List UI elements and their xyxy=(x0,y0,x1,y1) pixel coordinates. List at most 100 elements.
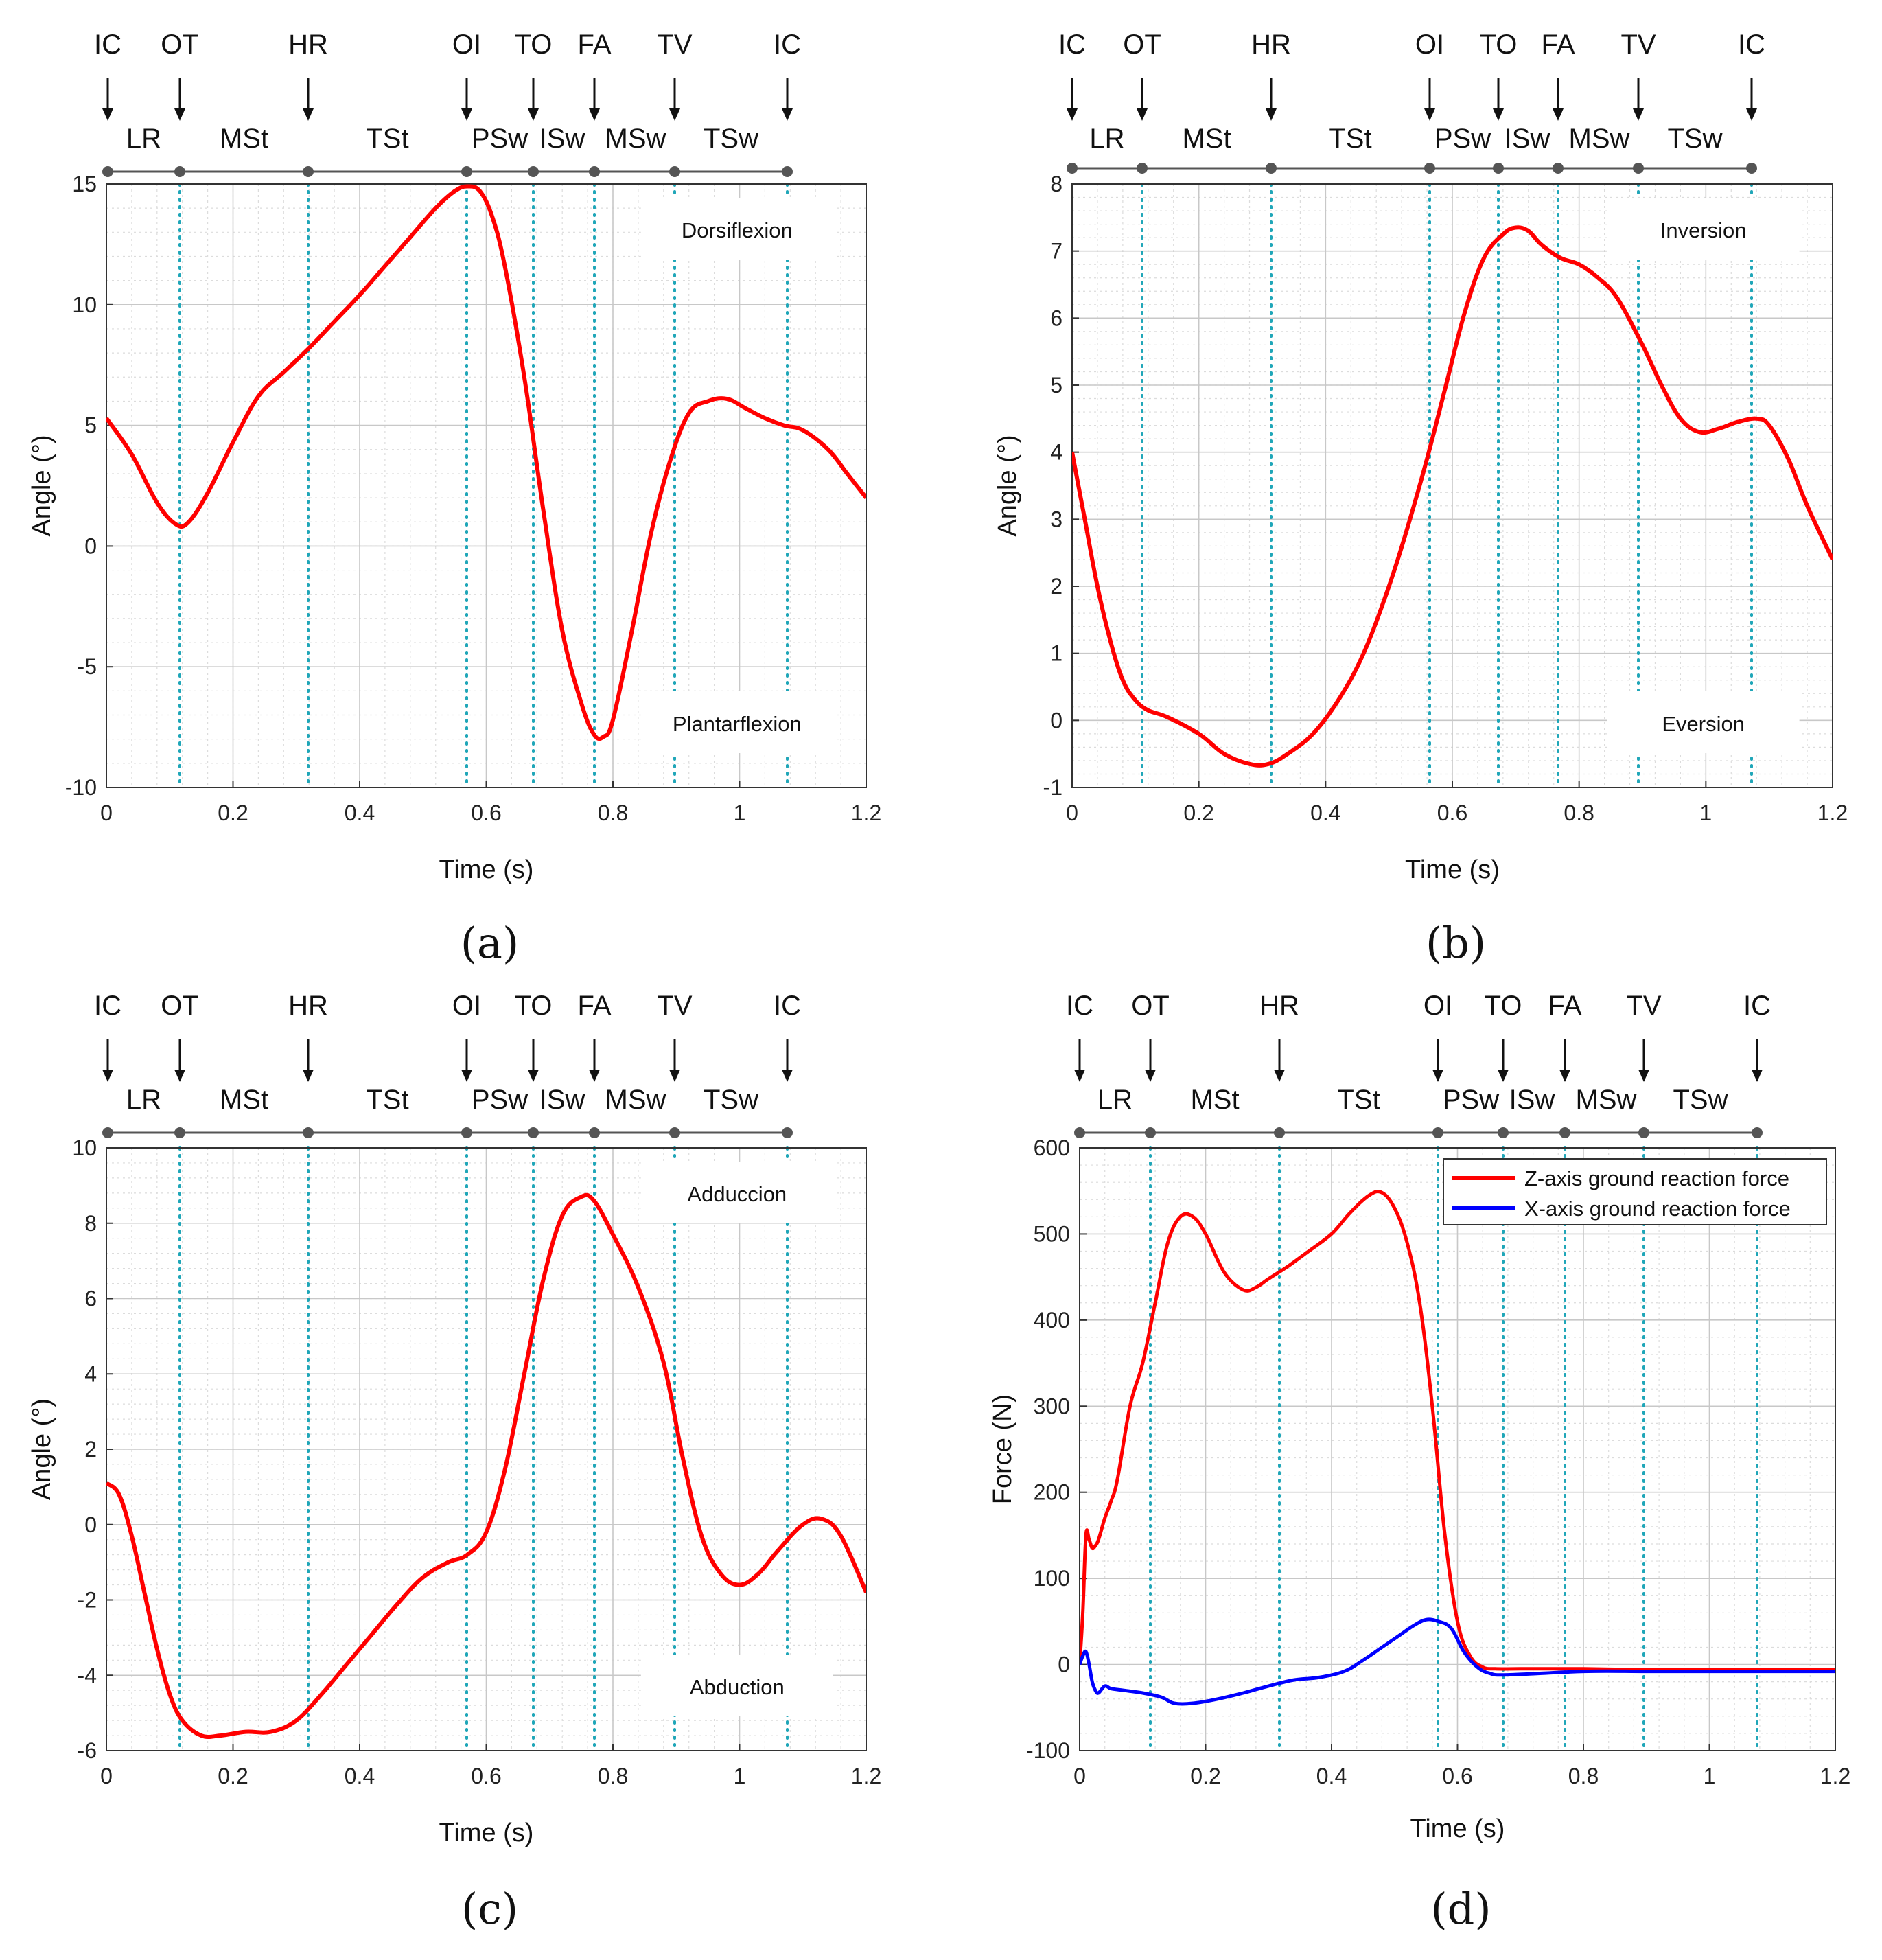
event-label: IC xyxy=(94,30,121,60)
event-label: IC xyxy=(774,30,801,60)
x-tick-label: 0.2 xyxy=(1183,800,1213,825)
event-arrow-head xyxy=(1633,108,1644,121)
phase-dot xyxy=(669,1127,680,1138)
event-label: OT xyxy=(1131,991,1170,1021)
phase-dot xyxy=(303,1127,314,1138)
phase-label: PSw xyxy=(1434,124,1491,154)
phase-dot xyxy=(461,166,472,177)
phase-label: MSt xyxy=(220,1085,268,1115)
event-label: FA xyxy=(1542,30,1575,60)
x-tick-label: 0.2 xyxy=(218,1764,248,1788)
event-label: TV xyxy=(1626,991,1661,1021)
annotation-top: Inversion xyxy=(1660,218,1747,242)
phase-dot xyxy=(1137,163,1148,174)
y-axis-label: Angle (°) xyxy=(27,1398,56,1500)
x-tick-label: 0 xyxy=(100,1764,113,1788)
y-tick-label: 10 xyxy=(72,1135,97,1160)
event-label: OI xyxy=(1415,30,1444,60)
y-tick-label: 5 xyxy=(1050,373,1062,397)
event-arrow-head xyxy=(1752,1070,1763,1082)
annotation-box xyxy=(640,1655,833,1716)
phase-label: TSw xyxy=(1673,1085,1728,1115)
x-axis-label: Time (s) xyxy=(439,855,534,884)
event-label: TV xyxy=(657,30,692,60)
y-axis-label: Angle (°) xyxy=(27,435,56,536)
series-line-2 xyxy=(1080,1617,1835,1706)
phase-dot xyxy=(174,166,185,177)
legend-label: Z-axis ground reaction force xyxy=(1524,1166,1789,1190)
x-tick-label: 0.8 xyxy=(1564,800,1594,825)
phase-label: LR xyxy=(1089,124,1124,154)
event-arrow-head xyxy=(528,1070,539,1082)
event-arrow-head xyxy=(669,108,680,121)
event-label: OT xyxy=(161,991,199,1021)
y-tick-label: 500 xyxy=(1034,1221,1070,1246)
y-tick-label: 1 xyxy=(1050,641,1062,666)
y-tick-label: 6 xyxy=(84,1287,97,1311)
phase-dot xyxy=(1432,1127,1443,1138)
x-tick-label: 0.2 xyxy=(218,800,248,825)
phase-dot xyxy=(782,1127,793,1138)
phase-dot xyxy=(1266,163,1277,174)
event-label: IC xyxy=(94,991,121,1021)
panel-caption: (a) xyxy=(461,918,519,968)
y-tick-label: 2 xyxy=(84,1437,97,1462)
phase-dot xyxy=(102,166,113,177)
phase-dot xyxy=(528,166,539,177)
phase-label: MSt xyxy=(1190,1085,1239,1115)
y-axis-label: Force (N) xyxy=(988,1394,1017,1504)
x-tick-label: 1.2 xyxy=(851,800,881,825)
phase-dot xyxy=(174,1127,185,1138)
phase-label: MSw xyxy=(1569,124,1630,154)
event-arrow-head xyxy=(589,108,600,121)
x-tick-label: 0 xyxy=(1073,1764,1086,1788)
x-tick-label: 0.6 xyxy=(1442,1764,1472,1788)
phase-dot xyxy=(1493,163,1504,174)
phase-label: TSt xyxy=(366,124,408,154)
event-label: OI xyxy=(452,991,481,1021)
y-tick-label: 6 xyxy=(1050,305,1062,330)
event-arrow-head xyxy=(1067,108,1078,121)
phase-label: PSw xyxy=(472,1085,528,1115)
phase-dot xyxy=(1424,163,1435,174)
x-axis-label: Time (s) xyxy=(439,1819,534,1847)
event-arrow-head xyxy=(461,108,472,121)
x-tick-label: 0.4 xyxy=(345,800,375,825)
annotation-top: Adduccion xyxy=(687,1182,787,1206)
event-arrow-head xyxy=(102,1070,113,1082)
event-arrow-head xyxy=(174,108,185,121)
phase-label: TSw xyxy=(704,1085,758,1115)
y-tick-label: 200 xyxy=(1034,1480,1070,1505)
x-tick-label: 1 xyxy=(1699,800,1712,825)
annotation-box xyxy=(1607,198,1800,260)
phase-dot xyxy=(669,166,680,177)
event-arrow-head xyxy=(1559,1070,1570,1082)
event-arrow-head xyxy=(303,108,314,121)
chart-panel-c: 0 0.2 0.4 0.6 0.8 1 1.2 -6 -4 -2 0 2 4 6 8 10 Time (s) An… xyxy=(27,991,881,1934)
annotation-box xyxy=(640,691,833,753)
event-label: IC xyxy=(1058,30,1086,60)
x-axis-label: Time (s) xyxy=(1405,855,1500,884)
event-label: FA xyxy=(578,991,612,1021)
event-arrow-head xyxy=(1638,1070,1649,1082)
y-tick-label: -5 xyxy=(78,654,97,679)
event-arrow-head xyxy=(1493,108,1504,121)
y-tick-label: -10 xyxy=(65,775,97,800)
annotation-box xyxy=(1607,691,1800,753)
annotation-bottom: Eversion xyxy=(1662,712,1745,736)
x-tick-label: 0.6 xyxy=(1437,800,1467,825)
phase-label: TSw xyxy=(704,124,758,154)
phase-dot xyxy=(1553,163,1564,174)
phase-label: ISw xyxy=(1505,124,1550,154)
event-label: TV xyxy=(657,991,692,1021)
event-arrow-head xyxy=(1498,1070,1509,1082)
phase-dot xyxy=(102,1127,113,1138)
x-tick-label: 1 xyxy=(734,1764,746,1788)
phase-label: LR xyxy=(1097,1085,1132,1115)
phase-dot xyxy=(1074,1127,1085,1138)
phase-label: MSt xyxy=(1182,124,1231,154)
series-line-1 xyxy=(1080,1190,1835,1672)
panel-caption: (c) xyxy=(461,1884,518,1934)
event-arrow-head xyxy=(1424,108,1435,121)
